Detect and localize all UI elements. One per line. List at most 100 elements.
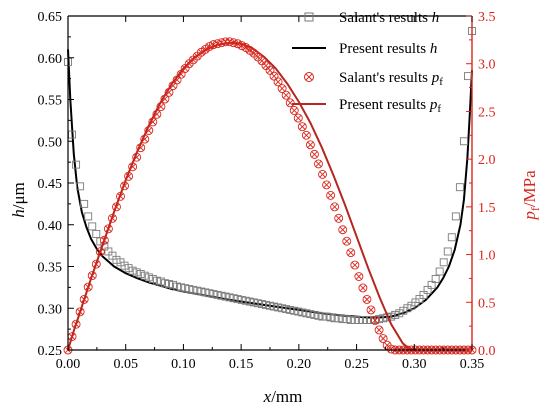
data-point-pf — [132, 152, 142, 162]
y-left-tick-label: 0.40 — [38, 219, 63, 234]
series-0 — [67, 49, 473, 319]
data-point-h — [443, 247, 452, 256]
data-point-pf — [301, 130, 311, 140]
legend-entry-present-h: Present results h — [292, 41, 437, 57]
data-point-h — [189, 285, 198, 294]
data-point-pf — [277, 84, 287, 93]
data-point-h — [375, 315, 384, 324]
legend-label-salant-pf-text: Salant's results — [339, 70, 432, 86]
data-point-h — [161, 279, 169, 288]
data-point-pf — [273, 77, 283, 87]
data-point-pf — [79, 294, 89, 304]
y-right-tick-label: 1.5 — [478, 201, 496, 216]
data-point-h — [165, 280, 173, 288]
legend-label-present-pf-italic: p — [429, 97, 438, 113]
y-left-axis-title: h/μm — [9, 182, 28, 218]
y-right-axis-title-unit: /MPa — [520, 170, 539, 207]
data-point-h — [395, 309, 404, 318]
data-point-h — [447, 233, 456, 242]
data-point-pf — [330, 202, 340, 212]
data-point-pf — [309, 149, 319, 159]
data-point-h — [314, 311, 323, 320]
data-point-pf — [164, 87, 174, 97]
data-point-h — [152, 276, 161, 285]
y-right-axis-title: pf/MPa — [520, 170, 542, 221]
data-point-h — [76, 182, 85, 191]
y-left-tick-label: 0.30 — [38, 302, 63, 317]
data-point-pf — [318, 169, 327, 179]
data-point-h — [177, 283, 186, 292]
legend-marker-square — [304, 12, 314, 22]
data-point-h — [338, 315, 347, 324]
data-point-h — [92, 229, 101, 238]
data-point-h — [350, 315, 359, 324]
data-point-h — [253, 299, 262, 308]
data-point-h — [322, 312, 331, 321]
data-point-h — [342, 315, 351, 324]
legend-entry-present-pf: Present results pf — [292, 97, 441, 115]
data-point-h — [144, 273, 153, 282]
x-tick-label: 0.30 — [402, 357, 427, 372]
data-point-h — [346, 315, 355, 324]
data-point-pf — [148, 117, 158, 127]
data-point-pf — [322, 180, 332, 190]
x-tick-label: 0.05 — [113, 357, 138, 372]
y-right-tick-label: 2.5 — [478, 105, 496, 120]
x-axis-title: x/mm — [263, 387, 303, 406]
axes: 0.00 0.05 0.10 0.15 0.20 0.25 0.30 0.35 0.25 0.30… — [38, 10, 496, 372]
data-point-pf — [370, 315, 380, 325]
data-point-h — [124, 264, 133, 273]
legend-marker-circle-x — [304, 72, 314, 82]
data-point-h — [148, 275, 157, 283]
data-point-h — [237, 295, 246, 304]
data-point-h — [294, 307, 303, 316]
data-point-pf — [354, 272, 364, 281]
y-left-tick-label: 0.65 — [38, 10, 63, 25]
legend-label-salant-h-text: Salant's results — [339, 10, 432, 26]
data-point-h — [257, 300, 266, 309]
data-point-h — [423, 285, 432, 294]
data-point-h — [221, 292, 230, 301]
data-point-pf — [378, 334, 388, 343]
data-point-pf — [156, 102, 166, 112]
x-tick-label: 0.20 — [287, 357, 312, 372]
data-point-h — [120, 261, 129, 270]
legend-label-salant-h: Salant's results h — [339, 10, 439, 26]
data-point-h — [185, 285, 194, 293]
data-point-h — [455, 183, 464, 192]
data-point-h — [326, 313, 335, 322]
data-point-pf — [297, 122, 307, 132]
data-point-h — [88, 222, 97, 231]
data-point-h — [290, 306, 299, 315]
legend-label-salant-pf-italic: p — [431, 70, 440, 86]
data-point-pf — [362, 294, 372, 304]
data-point-h — [209, 290, 218, 299]
data-point-pf — [285, 98, 295, 108]
data-point-h — [415, 295, 424, 304]
data-point-pf — [358, 283, 368, 293]
data-point-h — [233, 295, 242, 304]
x-tick-label: 0.25 — [344, 357, 369, 372]
data-point-h — [80, 199, 89, 208]
data-point-h — [169, 280, 177, 289]
data-point-h — [112, 255, 121, 264]
data-point-h — [181, 284, 190, 293]
data-point-h — [298, 308, 307, 317]
y-right-tick-label: 3.0 — [478, 58, 496, 73]
y-left-tick-label: 0.25 — [38, 344, 63, 359]
legend-label-present-pf: Present results pf — [339, 97, 441, 115]
data-point-h — [213, 290, 222, 299]
x-axis-title-main: x — [263, 387, 272, 406]
legend-label-present-h-text: Present results — [339, 41, 430, 57]
data-point-pf — [326, 190, 336, 200]
legend-label-salant-h-italic: h — [432, 10, 440, 26]
data-point-pf — [116, 191, 125, 201]
legend-marker-x — [305, 73, 313, 81]
data-point-pf — [269, 71, 279, 81]
data-point-pf — [136, 143, 146, 153]
data-point-pf — [144, 126, 154, 135]
data-point-pf — [293, 113, 303, 123]
data-point-h — [274, 303, 283, 312]
data-point-h — [278, 304, 287, 313]
